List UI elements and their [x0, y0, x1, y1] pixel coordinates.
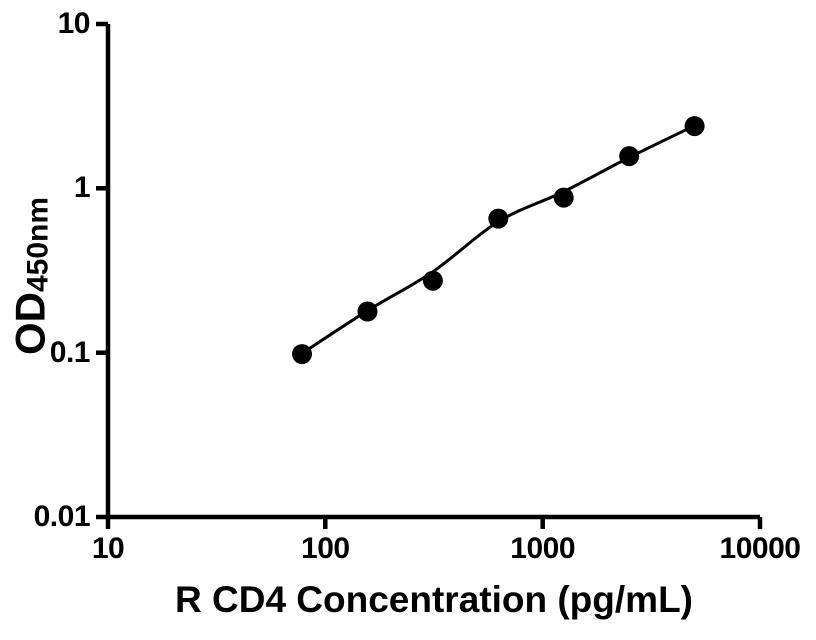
x-tick-label: 10000 — [719, 532, 801, 565]
data-point-marker — [488, 208, 509, 229]
data-point-marker — [619, 146, 640, 167]
y-tick-label: 0.1 — [49, 335, 91, 369]
y-axis-title: OD450nm — [7, 197, 56, 355]
y-axis-title-text: OD — [6, 292, 54, 356]
data-point-marker — [422, 270, 443, 291]
x-tick-label: 100 — [301, 532, 350, 565]
data-point-marker — [292, 344, 312, 365]
x-tick-label: 1000 — [510, 532, 576, 565]
x-axis-title: R CD4 Concentration (pg/mL) — [175, 579, 693, 620]
data-point-marker — [357, 301, 378, 322]
y-tick-label: 10 — [57, 7, 91, 40]
y-tick-label: 0.01 — [33, 500, 91, 533]
data-point-marker — [553, 187, 574, 208]
y-tick-label: 1 — [73, 171, 91, 205]
x-tick-label: 10 — [91, 532, 125, 565]
y-axis-title-subscript: 450nm — [21, 196, 55, 293]
data-point-marker — [684, 116, 705, 137]
